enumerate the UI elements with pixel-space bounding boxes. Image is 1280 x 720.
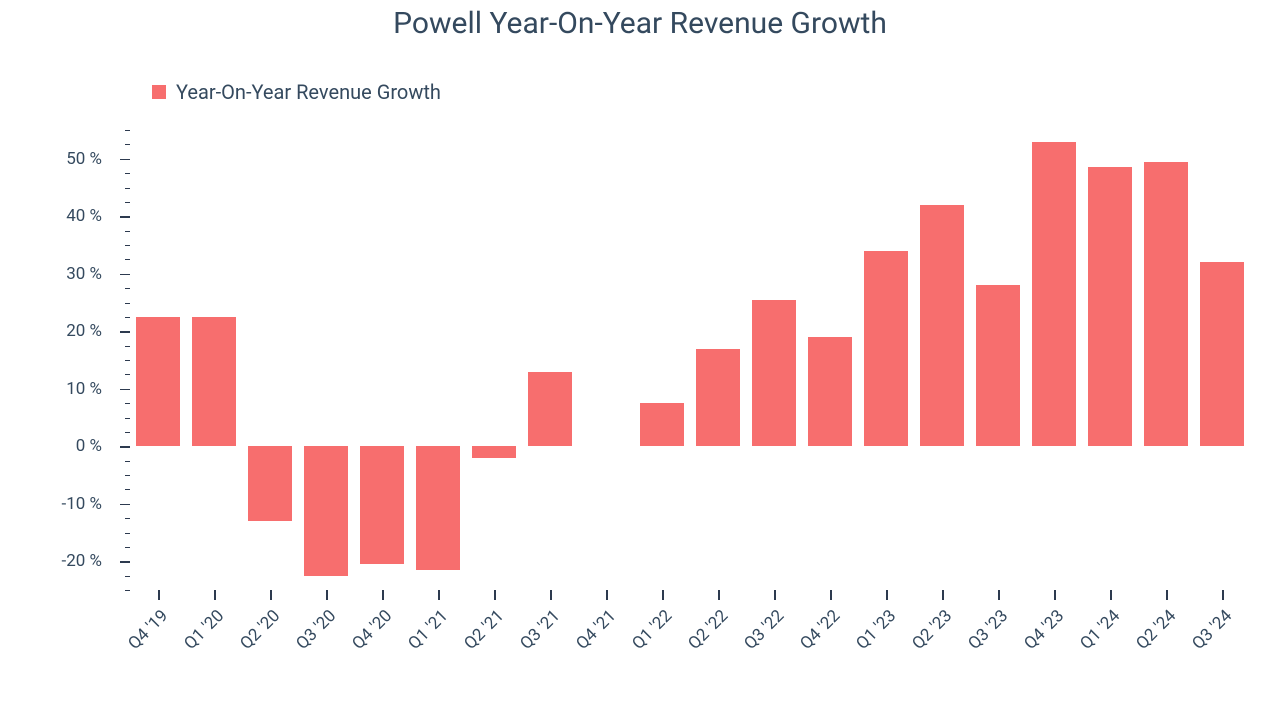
x-tick bbox=[1110, 590, 1112, 600]
legend: Year-On-Year Revenue Growth bbox=[152, 80, 441, 104]
x-tick bbox=[718, 590, 720, 600]
bar bbox=[864, 251, 908, 447]
y-axis-label: 30 % bbox=[0, 264, 102, 284]
y-minor-tick bbox=[125, 231, 130, 232]
y-minor-tick bbox=[125, 317, 130, 318]
x-tick bbox=[774, 590, 776, 600]
y-axis-label: -10 % bbox=[0, 494, 102, 514]
y-major-tick bbox=[120, 504, 130, 506]
y-minor-tick bbox=[125, 173, 130, 174]
y-axis-label: 0 % bbox=[0, 436, 102, 456]
y-minor-tick bbox=[125, 259, 130, 260]
y-minor-tick bbox=[125, 303, 130, 304]
y-major-tick bbox=[120, 159, 130, 161]
bar bbox=[1032, 142, 1076, 447]
chart-title: Powell Year-On-Year Revenue Growth bbox=[0, 6, 1280, 41]
bar bbox=[976, 285, 1020, 446]
x-tick bbox=[942, 590, 944, 600]
x-tick bbox=[158, 590, 160, 600]
y-minor-tick bbox=[125, 288, 130, 289]
bar bbox=[1088, 167, 1132, 446]
x-tick bbox=[830, 590, 832, 600]
y-minor-tick bbox=[125, 518, 130, 519]
y-minor-tick bbox=[125, 475, 130, 476]
y-minor-tick bbox=[125, 403, 130, 404]
y-minor-tick bbox=[125, 245, 130, 246]
y-minor-tick bbox=[125, 576, 130, 577]
legend-swatch bbox=[152, 85, 166, 99]
y-axis-label: 20 % bbox=[0, 321, 102, 341]
bar bbox=[808, 337, 852, 446]
bar bbox=[696, 349, 740, 447]
x-tick bbox=[550, 590, 552, 600]
y-minor-tick bbox=[125, 360, 130, 361]
y-minor-tick bbox=[125, 418, 130, 419]
y-minor-tick bbox=[125, 374, 130, 375]
bar bbox=[472, 446, 516, 458]
y-major-tick bbox=[120, 216, 130, 218]
y-axis-label: 40 % bbox=[0, 206, 102, 226]
x-tick bbox=[606, 590, 608, 600]
bar bbox=[416, 446, 460, 570]
bar bbox=[640, 403, 684, 446]
x-tick bbox=[214, 590, 216, 600]
x-tick bbox=[326, 590, 328, 600]
x-tick bbox=[382, 590, 384, 600]
y-major-tick bbox=[120, 331, 130, 333]
plot-area bbox=[130, 130, 1250, 590]
y-minor-tick bbox=[125, 346, 130, 347]
y-minor-tick bbox=[125, 144, 130, 145]
bar bbox=[360, 446, 404, 564]
bar bbox=[192, 317, 236, 446]
chart-container: Powell Year-On-Year Revenue Growth Year-… bbox=[0, 0, 1280, 720]
y-major-tick bbox=[120, 389, 130, 391]
x-tick bbox=[270, 590, 272, 600]
y-axis-label: 10 % bbox=[0, 379, 102, 399]
y-minor-tick bbox=[125, 432, 130, 433]
y-minor-tick bbox=[125, 547, 130, 548]
y-minor-tick bbox=[125, 461, 130, 462]
x-tick bbox=[494, 590, 496, 600]
bar bbox=[1200, 262, 1244, 446]
y-minor-tick bbox=[125, 202, 130, 203]
x-tick bbox=[662, 590, 664, 600]
y-axis-label: -20 % bbox=[0, 551, 102, 571]
bar bbox=[920, 205, 964, 447]
y-minor-tick bbox=[125, 130, 130, 131]
bar bbox=[248, 446, 292, 521]
bar bbox=[1144, 162, 1188, 447]
y-minor-tick bbox=[125, 533, 130, 534]
x-tick bbox=[998, 590, 1000, 600]
y-minor-tick bbox=[125, 188, 130, 189]
x-tick bbox=[1054, 590, 1056, 600]
bar bbox=[752, 300, 796, 447]
y-major-tick bbox=[120, 446, 130, 448]
bar bbox=[136, 317, 180, 446]
y-major-tick bbox=[120, 561, 130, 563]
x-tick bbox=[1166, 590, 1168, 600]
legend-label: Year-On-Year Revenue Growth bbox=[176, 80, 441, 104]
y-major-tick bbox=[120, 274, 130, 276]
y-minor-tick bbox=[125, 590, 130, 591]
y-axis-label: 50 % bbox=[0, 149, 102, 169]
bar bbox=[304, 446, 348, 575]
x-tick bbox=[886, 590, 888, 600]
x-tick bbox=[438, 590, 440, 600]
x-tick bbox=[1222, 590, 1224, 600]
y-minor-tick bbox=[125, 489, 130, 490]
bar bbox=[528, 372, 572, 447]
